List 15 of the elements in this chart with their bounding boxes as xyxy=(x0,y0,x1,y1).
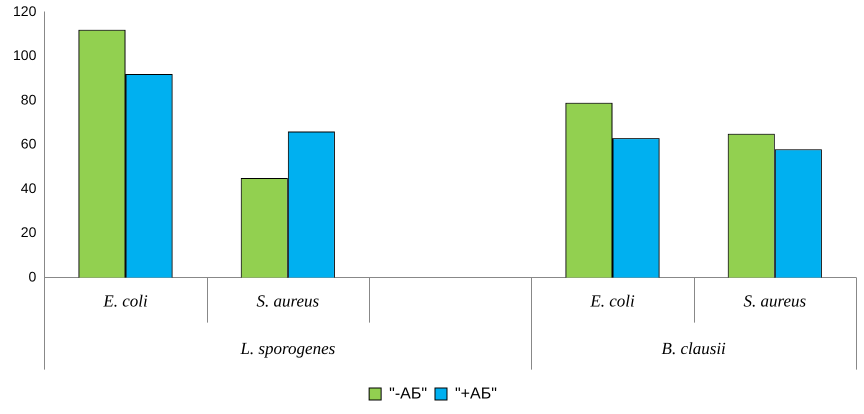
x-tick-label: E. coli xyxy=(102,291,148,310)
x-tick-label: S. aureus xyxy=(744,291,807,310)
text: L. sporogenes xyxy=(239,339,336,358)
y-tick-label: 0 xyxy=(28,268,37,284)
text: B. clausii xyxy=(662,339,726,358)
legend-label: "+АБ" xyxy=(454,385,497,402)
y-tick-label: 40 xyxy=(20,180,37,196)
y-tick-label: 20 xyxy=(20,224,37,240)
y-tick-label: 60 xyxy=(20,136,37,152)
x-tick-label: E. coli xyxy=(589,291,635,310)
y-tick-label: 80 xyxy=(20,91,37,108)
x-tick-label: S. aureus xyxy=(256,291,320,310)
y-tick-label: 100 xyxy=(13,47,37,64)
y-tick-label: 120 xyxy=(13,2,37,19)
legend-label: "-АБ" xyxy=(389,385,427,402)
